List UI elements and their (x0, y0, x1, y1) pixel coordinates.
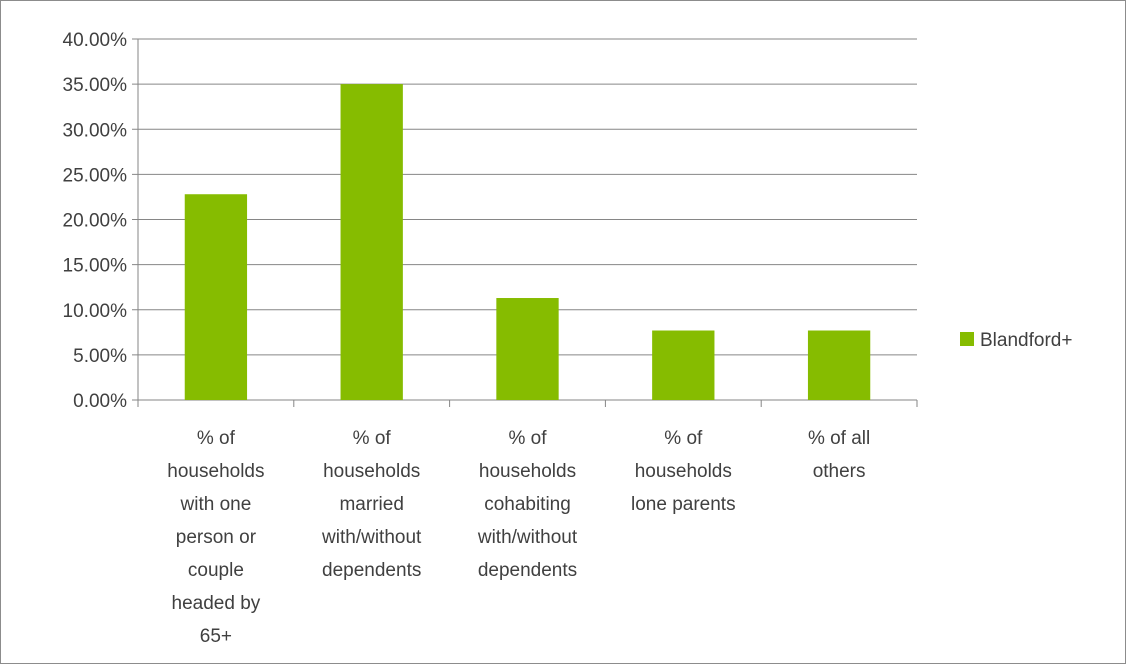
y-tick-label: 10.00% (63, 301, 128, 322)
x-category-label: with/without (321, 527, 422, 548)
x-category-label: cohabiting (484, 494, 571, 515)
bar (340, 84, 403, 400)
x-category-label: lone parents (631, 494, 736, 515)
bar (496, 298, 559, 400)
x-category-label: married (339, 494, 403, 515)
x-category-label: % of (353, 428, 392, 449)
x-category-label: % of (664, 428, 703, 449)
x-category-label: % of (197, 428, 236, 449)
y-tick-label: 15.00% (63, 256, 128, 277)
x-category-label: with one (180, 494, 252, 515)
x-category-label: households (479, 461, 576, 482)
y-tick-label: 30.00% (63, 120, 128, 141)
x-category-label: 65+ (200, 626, 232, 647)
x-category-label: households (635, 461, 732, 482)
legend-swatch (960, 332, 974, 346)
y-tick-label: 0.00% (73, 391, 127, 412)
x-category-label: households (167, 461, 264, 482)
x-category-label: % of all (808, 428, 870, 449)
x-category-label: dependents (478, 560, 577, 581)
x-category-label: % of (508, 428, 547, 449)
y-tick-label: 35.00% (63, 75, 128, 96)
y-tick-label: 5.00% (73, 346, 127, 367)
x-category-label: with/without (477, 527, 578, 548)
legend-label: Blandford+ (980, 330, 1072, 351)
y-tick-label: 25.00% (63, 165, 128, 186)
x-category-label: dependents (322, 560, 421, 581)
x-category-label: households (323, 461, 420, 482)
y-tick-label: 20.00% (63, 211, 128, 232)
x-category-label: headed by (172, 593, 261, 614)
x-category-label: couple (188, 560, 244, 581)
x-category-label: person or (176, 527, 257, 548)
bar (184, 194, 248, 400)
x-category-label: others (813, 461, 866, 482)
bar (807, 330, 871, 400)
bar (652, 330, 715, 400)
y-tick-label: 40.00% (63, 30, 128, 51)
